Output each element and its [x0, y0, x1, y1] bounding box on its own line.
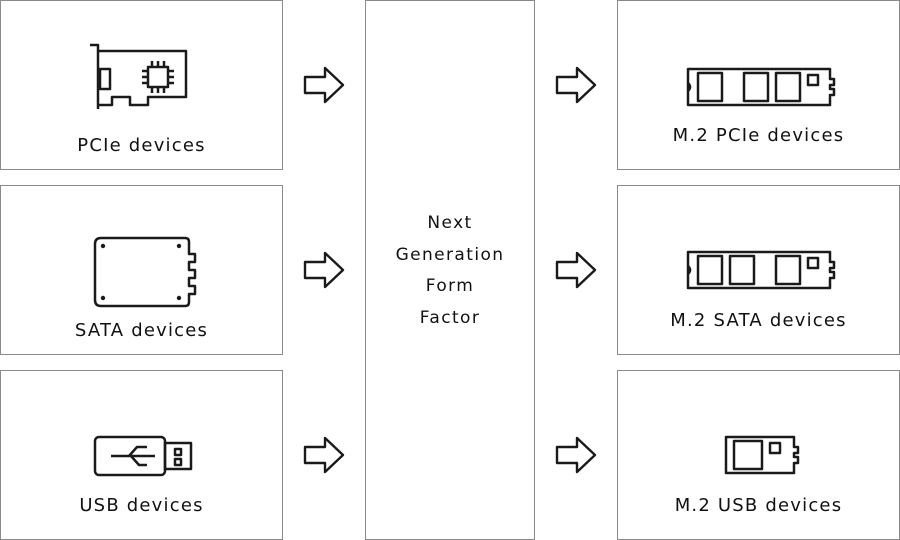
output-box-m2-pcie: M.2 PCIe devices: [617, 0, 900, 170]
center-box-ngff: Next Generation Form Factor: [365, 0, 535, 540]
center-line-2: Generation: [395, 244, 505, 265]
arrow-right-icon: [303, 251, 345, 289]
center-line-1: Next: [427, 213, 473, 233]
arrow-right-icon: [303, 436, 345, 474]
input-box-usb: USB devices: [0, 370, 283, 540]
input-box-pcie: PCIe devices: [0, 0, 283, 170]
m2-short-module-icon: [724, 435, 800, 475]
center-title: Next Generation Form Factor: [366, 208, 534, 334]
arrow-right-icon: [555, 436, 597, 474]
output-label-m2-sata: M.2 SATA devices: [670, 310, 847, 331]
arrow-right-icon: [555, 66, 597, 104]
output-box-m2-sata: M.2 SATA devices: [617, 185, 900, 355]
input-label-sata: SATA devices: [74, 320, 209, 341]
arrow-right-icon: [555, 251, 597, 289]
m2-module-icon: [686, 67, 836, 107]
center-line-3: Form: [425, 276, 475, 296]
usb-stick-icon: [93, 435, 193, 477]
input-label-usb: USB devices: [79, 495, 204, 516]
center-line-4: Factor: [419, 307, 481, 328]
arrow-right-icon: [303, 66, 345, 104]
input-box-sata: SATA devices: [0, 185, 283, 355]
output-label-m2-usb: M.2 USB devices: [674, 495, 843, 516]
m2-module-icon: [686, 250, 836, 290]
pcie-card-icon: [90, 43, 188, 109]
ssd-drive-icon: [93, 236, 197, 308]
output-label-m2-pcie: M.2 PCIe devices: [672, 125, 845, 146]
output-box-m2-usb: M.2 USB devices: [617, 370, 900, 540]
input-label-pcie: PCIe devices: [77, 135, 206, 156]
